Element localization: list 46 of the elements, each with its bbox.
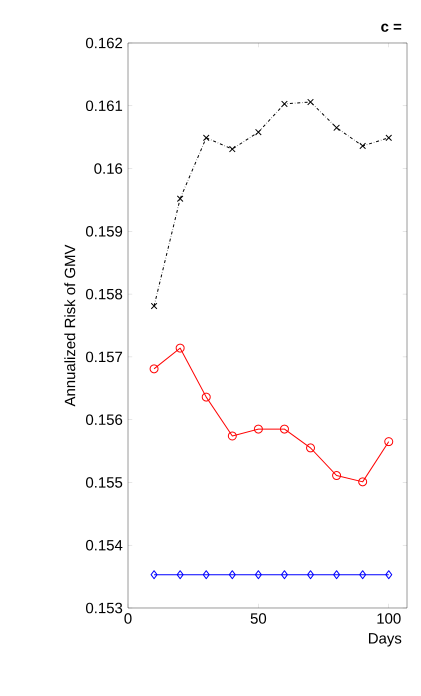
point [202, 570, 210, 580]
y-tick-label: 0.155 [86, 477, 122, 488]
point [228, 146, 236, 152]
chart-title: c = [381, 24, 402, 32]
point [358, 477, 368, 486]
y-tick-label: 0.157 [86, 352, 122, 362]
point [385, 570, 392, 580]
y-tick-label: 0.16 [94, 163, 122, 174]
point [385, 134, 392, 142]
point [176, 344, 185, 353]
x-axis-title: Days [368, 633, 402, 647]
point [333, 124, 340, 132]
point [228, 431, 237, 440]
point [306, 443, 316, 452]
point [359, 570, 366, 580]
point [255, 128, 262, 136]
y-tick-label: 0.162 [86, 38, 122, 48]
y-axis-title: Annualized Risk of GMV [64, 244, 76, 406]
x-tick-label: 100 [377, 613, 401, 624]
y-tick-label: 0.158 [86, 288, 122, 300]
point [150, 364, 159, 374]
point [202, 134, 210, 142]
point [307, 570, 314, 580]
point [280, 570, 288, 580]
point [281, 100, 288, 108]
y-tick-label: 0.156 [86, 414, 122, 425]
point [359, 142, 366, 150]
point [254, 424, 263, 434]
x-tick-label: 0 [124, 613, 132, 624]
point [254, 570, 262, 580]
point [307, 98, 314, 106]
point [176, 570, 184, 580]
point [202, 392, 211, 402]
y-tick-label: 0.154 [86, 540, 122, 551]
y-tick-label: 0.161 [86, 100, 122, 112]
point [280, 424, 289, 434]
point [332, 471, 342, 480]
point [384, 437, 394, 446]
x-tick-label: 50 [250, 613, 266, 624]
point [176, 195, 184, 202]
point [150, 302, 158, 310]
point [228, 570, 236, 580]
y-tick-label: 0.153 [86, 602, 122, 614]
point [150, 570, 158, 580]
point [333, 570, 340, 580]
y-tick-label: 0.159 [86, 226, 122, 237]
